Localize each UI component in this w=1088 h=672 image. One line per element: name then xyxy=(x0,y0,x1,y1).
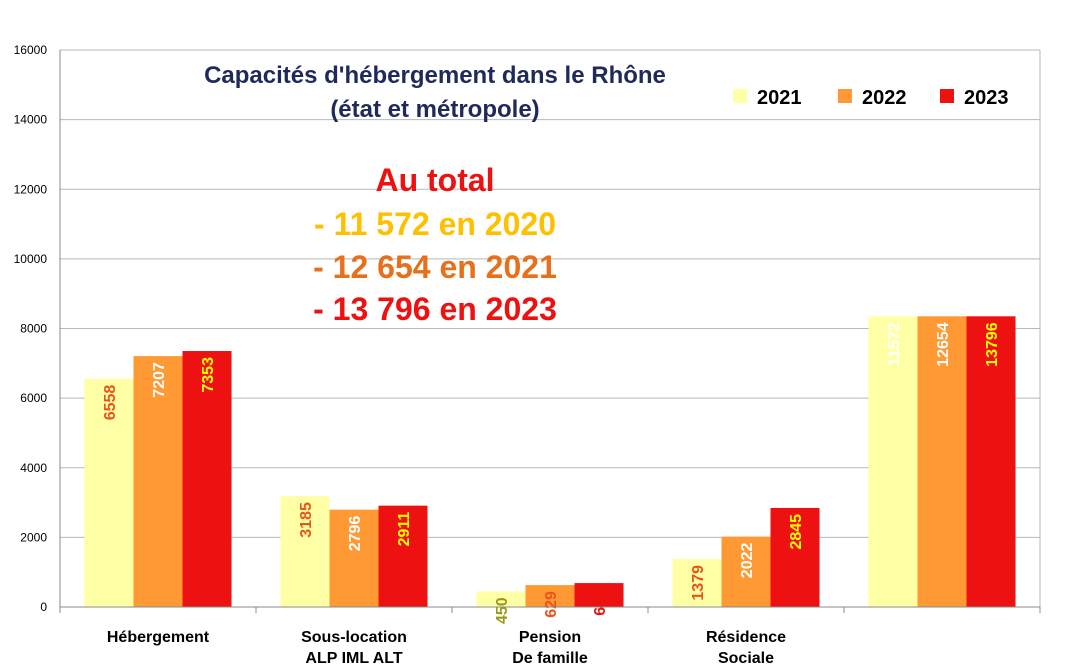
data-label: 13796 xyxy=(984,322,1001,367)
bar-2023-0 xyxy=(182,351,232,607)
data-label: 2022 xyxy=(739,543,756,579)
y-tick-label: 0 xyxy=(40,600,47,614)
data-label: 6558 xyxy=(102,385,119,421)
y-tick-label: 4000 xyxy=(20,461,47,475)
legend: 2021 2022 2023 xyxy=(733,87,1009,109)
bar-2022-0 xyxy=(133,356,183,607)
chart-title-line1: Capacités d'hébergement dans le Rhône xyxy=(204,62,666,89)
total-annotation: Au total - 11 572 en 2020 - 12 654 en 2021… xyxy=(313,162,557,327)
x-category-label: Sous-location xyxy=(301,629,407,646)
x-category-label: Hébergement xyxy=(107,629,210,646)
annotation-line: - 12 654 en 2021 xyxy=(313,249,557,285)
bar-2023-2 xyxy=(574,583,624,607)
bar-2021-0 xyxy=(84,378,134,607)
y-tick-label: 12000 xyxy=(14,182,48,196)
bars xyxy=(84,316,1016,607)
legend-label-2022: 2022 xyxy=(862,87,907,109)
x-axis: Hébergement Sous-location ALP IML ALT Pensi… xyxy=(59,606,1041,667)
data-label: 12654 xyxy=(935,322,952,367)
bar-2023-4 xyxy=(966,316,1016,607)
bar-2022-4 xyxy=(917,316,967,607)
y-tick-label: 2000 xyxy=(20,530,47,544)
y-axis: 0 2000 4000 6000 8000 10000 12000 14000 16000 xyxy=(14,43,61,614)
legend-label-2021: 2021 xyxy=(757,87,802,109)
data-label: 629 xyxy=(543,591,560,618)
bar-2021-2 xyxy=(476,591,526,607)
x-category-label: De famille xyxy=(512,650,588,667)
bar-2023-1 xyxy=(378,505,428,607)
chart-title-line2: (état et métropole) xyxy=(330,96,539,123)
data-label: 1379 xyxy=(690,565,707,601)
data-label: 3185 xyxy=(298,502,315,538)
data-label: 7353 xyxy=(200,357,217,393)
data-label: 7207 xyxy=(151,362,168,398)
bar-2021-4 xyxy=(868,316,918,607)
data-labels: 6558 7207 7353 3185 2796 2911 450 629 687 1379 202… xyxy=(102,322,1001,624)
y-tick-label: 6000 xyxy=(20,391,47,405)
y-tick-label: 8000 xyxy=(20,322,47,336)
y-tick-label: 10000 xyxy=(14,252,48,266)
bar-2022-1 xyxy=(329,509,379,607)
bar-2023-3 xyxy=(770,507,820,607)
legend-swatch-2021 xyxy=(733,89,747,103)
x-category-label: Résidence xyxy=(706,629,786,646)
legend-swatch-2023 xyxy=(940,89,954,103)
bar-2021-1 xyxy=(280,496,330,607)
x-category-label: Sociale xyxy=(718,650,774,667)
legend-swatch-2022 xyxy=(838,89,852,103)
annotation-line: - 13 796 en 2023 xyxy=(313,291,557,327)
data-label: 2796 xyxy=(347,516,364,552)
y-tick-label: 16000 xyxy=(14,43,48,57)
data-label: 450 xyxy=(494,597,511,624)
y-tick-label: 14000 xyxy=(14,113,48,127)
data-label: 2911 xyxy=(396,512,413,547)
annotation-line: - 11 572 en 2020 xyxy=(314,206,556,242)
x-category-label: Pension xyxy=(519,629,581,646)
bar-2021-3 xyxy=(672,558,722,607)
legend-label-2023: 2023 xyxy=(964,87,1009,109)
data-label: 687 xyxy=(592,589,609,616)
data-label: 2845 xyxy=(788,514,805,550)
data-label: 11572 xyxy=(886,322,903,366)
bar-2022-3 xyxy=(721,536,771,607)
bar-2022-2 xyxy=(525,585,575,607)
x-category-label: ALP IML ALT xyxy=(305,650,402,667)
annotation-line: Au total xyxy=(375,162,494,198)
